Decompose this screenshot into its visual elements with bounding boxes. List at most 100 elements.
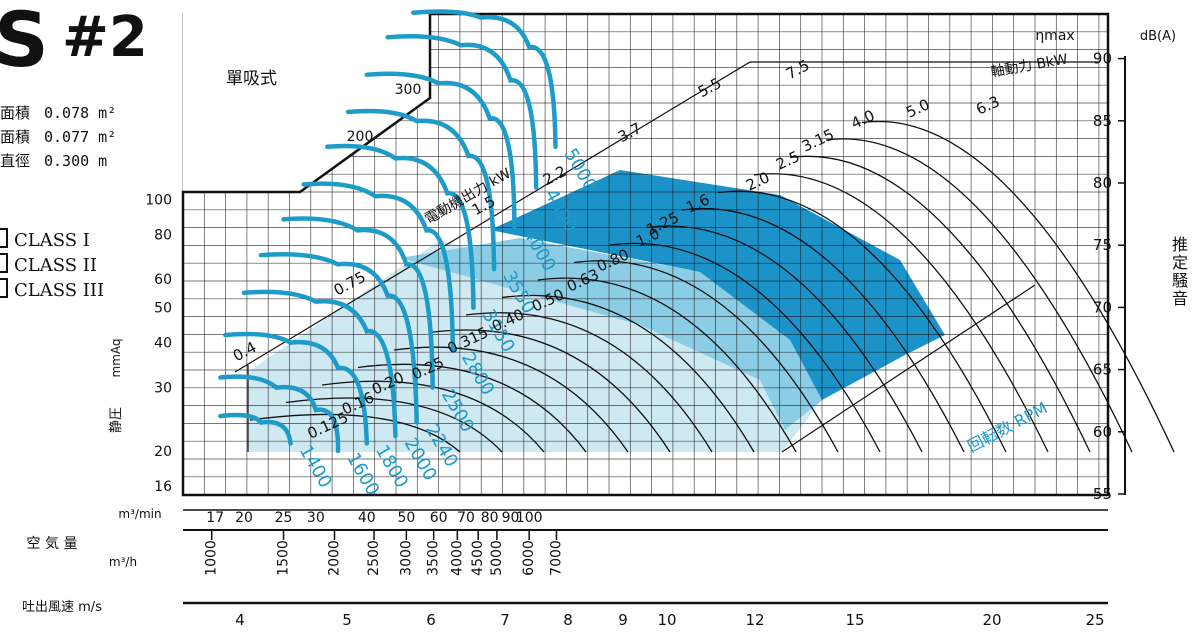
db-tick-label: 85 (1093, 112, 1112, 130)
x-tick-label: 20 (235, 510, 253, 526)
db-unit: dB(A) (1140, 29, 1176, 44)
suction-type: 單吸式 (226, 69, 277, 89)
power-curve (465, 312, 713, 453)
model-number: #2 (62, 5, 148, 70)
velocity-tick-label: 4 (235, 611, 245, 629)
shaft-power-value: 6.3 (973, 92, 1002, 118)
velocity-tick-label: 12 (745, 611, 764, 629)
motor-kw-label: 7.5 (783, 56, 813, 83)
power-curve (537, 277, 797, 453)
airflow-label: 空 気 量 (27, 536, 78, 552)
legend-class-3: CLASS III (0, 278, 104, 303)
shaft-power-label: 軸動力 BkW (990, 51, 1070, 80)
rpm-curve-2500 (281, 216, 435, 390)
m3h-tick-label: 2500 (366, 540, 382, 576)
velocity-tick-label: 7 (500, 611, 510, 629)
power-curve (357, 363, 587, 453)
motor-box (234, 61, 1100, 373)
velocity-tick-label: 15 (845, 611, 864, 629)
power-curve (573, 260, 839, 453)
y-unit: mmAq (109, 339, 123, 378)
noise-title: 推 (1172, 235, 1188, 254)
y-tick-label: 300 (395, 82, 422, 98)
db-tick-label: 75 (1093, 236, 1112, 254)
rpm-curve-4500 (385, 34, 539, 190)
velocity-tick-label: 25 (1085, 611, 1104, 629)
m3h-tick-label: 3000 (398, 540, 414, 576)
spec-label: 直徑 (0, 152, 31, 170)
motor-kw-label: 3.7 (615, 119, 645, 146)
velocity-tick-label: 6 (426, 611, 436, 629)
noise-title: 騒 (1172, 271, 1188, 290)
spec-list: 面積 0.078 m² 面積 0.077 m² 直徑 0.300 m (0, 101, 116, 173)
motor-kw-label: 2.2 (540, 162, 570, 189)
rpm-curves (218, 9, 558, 454)
rpm-curve-1800 (223, 331, 370, 446)
m3h-unit: m³/h (109, 555, 137, 569)
m3h-tick-label: 1000 (204, 540, 220, 576)
spec-row: 面積 0.078 m² (0, 101, 116, 125)
shaft-power-value: 4.0 (848, 106, 877, 132)
rpm-curve-2000 (241, 289, 398, 439)
y-tick-label: 60 (154, 272, 172, 288)
spec-row: 面積 0.077 m² (0, 125, 116, 149)
y-tick-label: 50 (154, 301, 172, 317)
x-tick-label: 80 (481, 510, 499, 526)
x-tick-label: 60 (430, 510, 448, 526)
y-tick-label: 30 (154, 381, 172, 397)
db-tick-label: 80 (1093, 174, 1112, 192)
spec-label: 面積 (0, 104, 31, 122)
frame-outline (181, 12, 1110, 497)
velocity-tick-label: 8 (563, 611, 573, 629)
db-tick-label: 65 (1093, 361, 1112, 379)
m3h-tick-label: 5000 (489, 540, 505, 576)
spec-value: 0.300 m (44, 152, 108, 170)
db-tick-label: 70 (1093, 298, 1112, 316)
m3h-tick-label: 3500 (426, 540, 442, 576)
spec-value: 0.077 m² (44, 128, 117, 146)
power-curve (501, 294, 755, 453)
power-curve (681, 208, 965, 453)
db-tick-label: 90 (1093, 50, 1112, 68)
shaft-power-value: 2.5 (773, 147, 802, 173)
noise-title: 音 (1172, 289, 1188, 308)
velocity-tick-label: 10 (657, 611, 676, 629)
velocity-tick-label: 9 (618, 611, 628, 629)
shaft-power-value: 5.0 (903, 95, 932, 121)
rpm-axis-label: 回転数 RPM (964, 398, 1050, 456)
mask (0, 0, 430, 192)
m3h-tick-label: 1500 (276, 540, 292, 576)
y-label: 静圧 (109, 407, 124, 433)
legend-class-1: CLASS I (0, 228, 104, 253)
velocity-tick-label: 20 (982, 611, 1001, 629)
power-curve (249, 413, 461, 453)
x-tick-label: 30 (307, 510, 325, 526)
y-tick-label: 100 (145, 192, 172, 208)
spec-value: 0.078 m² (44, 104, 117, 122)
x-tick-label: 25 (275, 510, 293, 526)
x-tick-label: 70 (457, 510, 475, 526)
eta-label: ηmax (1035, 28, 1074, 44)
power-curve (645, 225, 923, 453)
class-legend: CLASS I CLASS II CLASS III (0, 228, 104, 303)
velocity-label: 吐出風速 m/s (22, 600, 102, 615)
rpm-curve-3150 (325, 143, 476, 310)
rpm-curve-3550 (345, 108, 497, 272)
rpm-curve-4000 (364, 71, 517, 229)
x-tick-label: 17 (206, 510, 224, 526)
power-curve (753, 173, 1049, 453)
y-tick-label: 80 (154, 227, 172, 243)
m3h-tick-label: 6000 (521, 540, 537, 576)
power-curve (717, 190, 1007, 453)
spec-row: 直徑 0.300 m (0, 149, 116, 173)
m3h-tick-label: 2000 (327, 540, 343, 576)
power-curve (429, 329, 671, 453)
x-unit: m³/min (118, 507, 161, 521)
y-tick-label: 200 (347, 129, 374, 145)
y-tick-label: 16 (154, 479, 172, 495)
legend-class-2: CLASS II (0, 253, 104, 278)
y-tick-label: 40 (154, 336, 172, 352)
db-tick-label: 55 (1093, 485, 1112, 503)
power-curve (861, 120, 1175, 453)
